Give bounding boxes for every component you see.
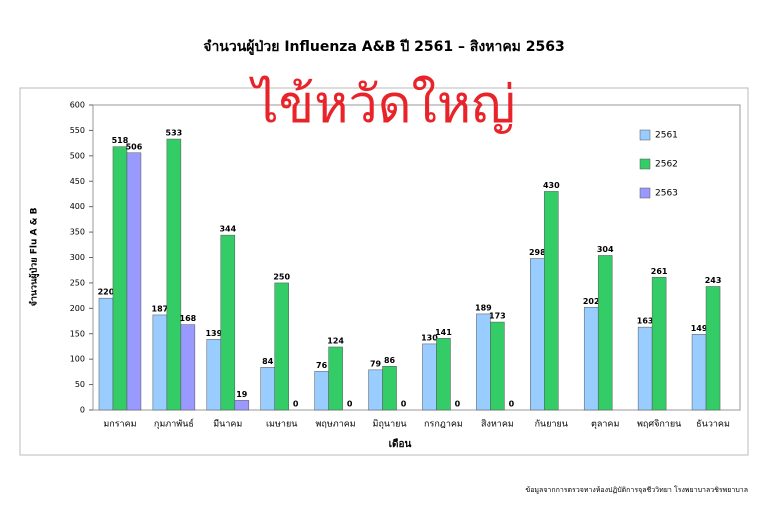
bar	[126, 152, 142, 411]
y-tick-label: 50	[75, 380, 85, 389]
bar	[260, 367, 275, 411]
y-tick-label: 100	[70, 355, 85, 364]
data-label: 187	[152, 304, 169, 313]
data-label: 189	[475, 303, 492, 312]
data-label: 0	[509, 400, 515, 409]
bar	[206, 339, 222, 411]
x-tick-label: กันยายน	[535, 420, 568, 430]
y-axis-label: จำนวนผู้ป่วย Flu A & B	[29, 207, 40, 306]
bar	[234, 400, 250, 411]
x-tick-label: พฤษภาคม	[315, 420, 355, 430]
bar	[637, 326, 653, 411]
bar	[382, 366, 397, 411]
bar	[597, 255, 613, 411]
data-label: 141	[435, 328, 452, 337]
data-label: 304	[597, 245, 614, 254]
data-label: 86	[384, 356, 396, 365]
data-label: 220	[98, 288, 115, 297]
bar	[368, 369, 383, 411]
data-label: 0	[401, 400, 407, 409]
bar	[314, 371, 329, 411]
data-label: 430	[543, 181, 560, 190]
y-tick-label: 550	[70, 126, 85, 135]
bar	[490, 321, 505, 411]
x-tick-label: เมษายน	[266, 420, 297, 430]
annotation: ไข้หวัดใหญ่	[249, 75, 516, 135]
x-tick-label: กรกฎาคม	[424, 420, 463, 430]
y-tick-label: 350	[70, 228, 85, 237]
x-tick-label: กุมภาพันธ์	[154, 418, 194, 430]
chart-title: จำนวนผู้ป่วย Influenza A&B ปี 2561 – สิง…	[203, 39, 565, 55]
y-tick-label: 500	[70, 151, 85, 160]
legend-label: 2562	[655, 160, 678, 170]
data-label: 79	[370, 359, 382, 368]
source-note: ข้อมูลจากการตรวจทางห้องปฏิบัติการจุลชีวว…	[525, 485, 748, 494]
y-tick-label: 400	[70, 202, 85, 211]
data-label: 344	[219, 225, 236, 234]
data-label: 84	[262, 357, 274, 366]
data-label: 261	[651, 267, 668, 276]
data-label: 506	[126, 142, 143, 151]
data-label: 243	[705, 276, 722, 285]
bar	[651, 277, 667, 411]
data-label: 0	[455, 400, 461, 409]
y-tick-label: 0	[80, 406, 85, 415]
x-tick-label: มีนาคม	[213, 419, 242, 430]
data-label: 163	[637, 317, 654, 326]
data-label: 533	[166, 129, 183, 138]
bar	[98, 297, 114, 411]
legend-label: 2561	[655, 131, 678, 141]
y-tick-label: 300	[70, 253, 85, 262]
bar	[166, 138, 182, 411]
bar	[691, 334, 707, 411]
legend-swatch	[639, 187, 651, 199]
data-label: 298	[529, 248, 546, 257]
legend-swatch	[639, 129, 651, 141]
data-label: 250	[273, 272, 290, 281]
x-axis-label: เดือน	[389, 438, 412, 450]
bar	[220, 234, 236, 411]
bar	[705, 286, 721, 411]
data-label: 173	[489, 312, 506, 321]
bar	[544, 191, 559, 411]
bar	[583, 307, 599, 411]
x-tick-label: สิงหาคม	[481, 419, 514, 430]
y-tick-label: 200	[70, 304, 85, 313]
x-tick-label: มกราคม	[103, 420, 136, 430]
y-tick-label: 250	[70, 278, 85, 287]
data-label: 202	[583, 297, 600, 306]
bar	[180, 324, 196, 411]
data-label: 518	[112, 136, 129, 145]
y-tick-label: 150	[70, 329, 85, 338]
y-tick-label: 450	[70, 177, 85, 186]
bar	[152, 314, 168, 411]
data-label: 0	[347, 400, 353, 409]
data-label: 139	[205, 329, 222, 338]
bar	[112, 146, 128, 411]
x-tick-label: ธันวาคม	[696, 420, 730, 430]
x-tick-label: พฤศจิกายน	[637, 419, 681, 430]
data-label: 0	[293, 400, 299, 409]
bar	[422, 343, 437, 411]
bar	[274, 282, 289, 411]
bar	[476, 313, 491, 411]
data-label: 130	[421, 333, 438, 342]
legend-label: 2563	[655, 189, 678, 199]
data-label: 19	[236, 390, 248, 399]
x-tick-label: ตุลาคม	[591, 420, 619, 430]
data-label: 124	[327, 336, 344, 345]
data-label: 149	[691, 324, 708, 333]
bar	[530, 258, 545, 411]
bar	[436, 338, 451, 411]
data-label: 76	[316, 361, 328, 370]
data-label: 168	[180, 314, 197, 323]
x-tick-label: มิถุนายน	[373, 419, 407, 430]
bar	[328, 346, 343, 411]
legend-swatch	[639, 158, 651, 170]
y-tick-label: 600	[70, 101, 85, 110]
